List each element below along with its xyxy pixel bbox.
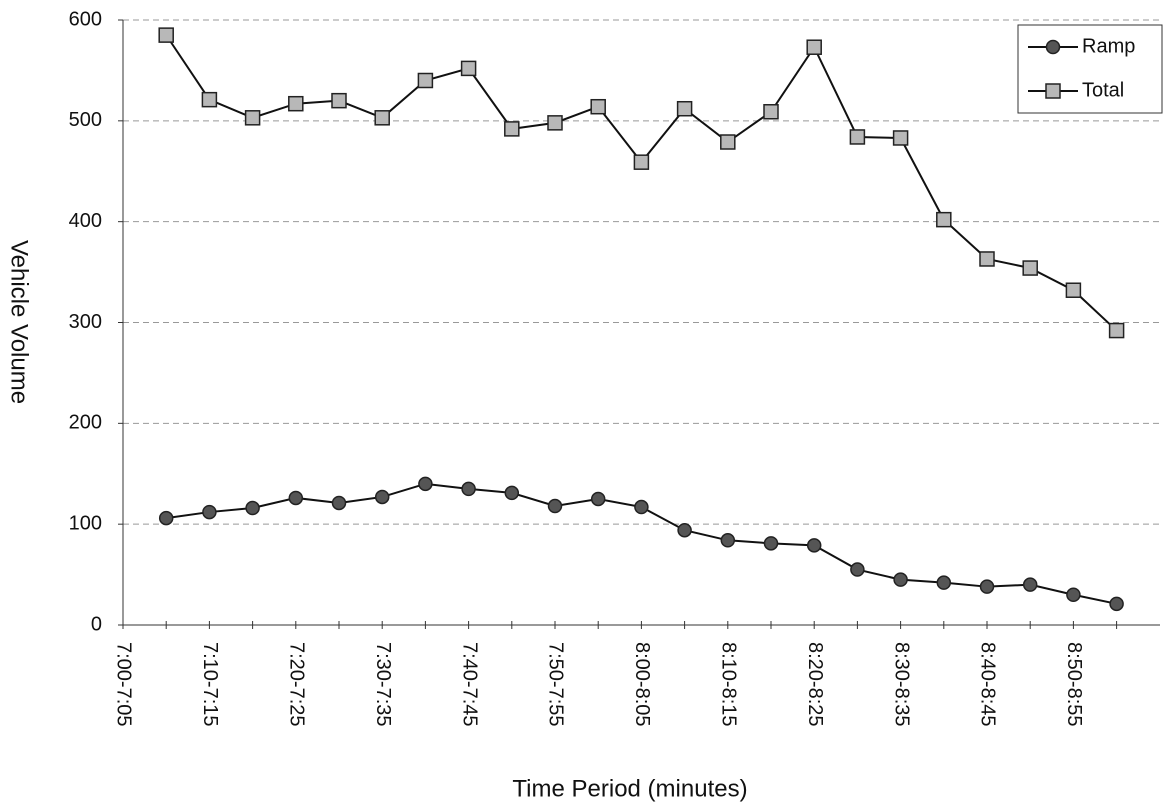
x-tick-label: 8:40-8:45 <box>977 642 999 727</box>
marker <box>374 489 390 505</box>
marker <box>418 476 433 492</box>
marker <box>892 130 909 146</box>
marker <box>504 121 520 137</box>
marker <box>417 72 434 89</box>
marker <box>720 533 736 548</box>
x-tick-label: 8:10-8:15 <box>718 642 740 727</box>
marker <box>331 92 347 109</box>
marker <box>547 498 563 514</box>
marker <box>460 60 477 77</box>
marker <box>590 98 606 115</box>
legend-label: Ramp <box>1082 35 1135 57</box>
marker <box>245 500 260 516</box>
marker <box>806 39 822 55</box>
x-tick-label: 8:20-8:25 <box>804 642 826 727</box>
x-tick-label: 8:50-8:55 <box>1063 642 1085 727</box>
marker <box>158 510 174 526</box>
marker <box>1022 260 1038 276</box>
y-tick-label: 200 <box>69 412 102 434</box>
legend-box <box>1017 24 1163 114</box>
marker <box>979 251 995 267</box>
series-line <box>165 34 1118 332</box>
x-tick-label: 7:50-7:55 <box>545 642 567 727</box>
y-tick-label: 600 <box>69 8 102 30</box>
x-tick-label: 7:20-7:25 <box>286 642 308 727</box>
marker <box>547 115 563 131</box>
marker <box>590 491 606 507</box>
y-axis-label: Vehicle Volume <box>6 240 33 404</box>
marker <box>720 134 736 150</box>
legend-marker <box>1045 39 1061 55</box>
marker <box>677 522 692 538</box>
marker <box>461 481 476 497</box>
marker <box>1022 577 1038 592</box>
x-tick-label: 7:40-7:45 <box>458 642 480 727</box>
marker <box>288 95 304 112</box>
x-tick-label: 7:10-7:15 <box>199 642 221 727</box>
marker <box>806 538 822 553</box>
legend-marker <box>1045 83 1061 99</box>
x-tick-label: 7:30-7:35 <box>372 642 394 727</box>
marker <box>244 110 261 126</box>
marker <box>158 27 174 43</box>
marker <box>893 572 908 587</box>
marker <box>676 100 693 117</box>
marker <box>288 490 304 506</box>
legend-label: Total <box>1082 79 1124 101</box>
y-tick-label: 100 <box>69 512 102 534</box>
marker <box>634 499 649 515</box>
marker <box>763 104 779 120</box>
marker <box>850 562 865 577</box>
marker <box>331 495 347 511</box>
x-tick-label: 8:00-8:05 <box>631 642 653 727</box>
marker <box>633 154 650 170</box>
y-tick-label: 0 <box>91 613 102 635</box>
x-axis-label: Time Period (minutes) <box>512 775 747 802</box>
marker <box>1108 322 1125 339</box>
marker <box>936 575 952 590</box>
marker <box>504 485 520 501</box>
marker <box>201 91 218 108</box>
marker <box>979 579 995 594</box>
marker <box>1066 587 1081 602</box>
marker <box>936 211 952 228</box>
marker <box>849 129 866 145</box>
y-tick-label: 300 <box>69 311 102 333</box>
marker <box>202 504 217 520</box>
y-tick-label: 500 <box>69 109 102 131</box>
marker <box>763 536 779 551</box>
marker <box>374 110 390 126</box>
x-tick-label: 7:00-7:05 <box>113 642 135 727</box>
y-tick-label: 400 <box>69 210 102 232</box>
x-tick-label: 8:30-8:35 <box>890 642 912 727</box>
marker <box>1109 596 1124 612</box>
marker <box>1065 282 1082 298</box>
